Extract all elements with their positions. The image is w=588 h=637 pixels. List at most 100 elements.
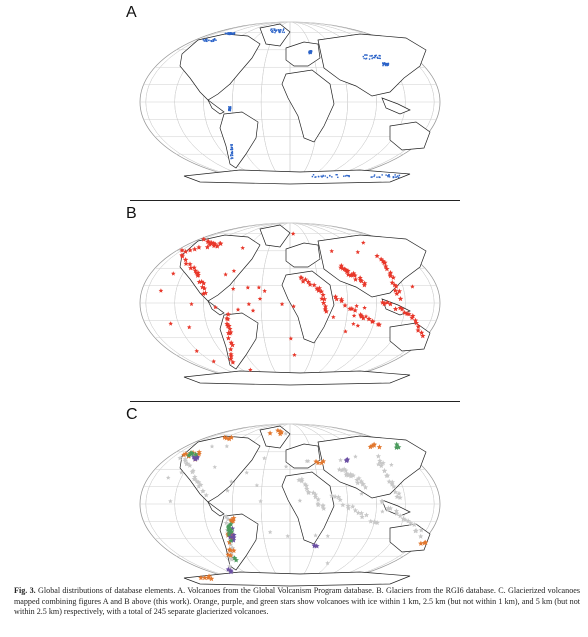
glacierized-volcano-star bbox=[367, 444, 374, 450]
volcano-star bbox=[343, 329, 348, 334]
volcano-star bbox=[316, 285, 322, 291]
volcano-star bbox=[201, 280, 207, 286]
glacier-mark bbox=[374, 55, 376, 58]
glacierized-volcano-star bbox=[192, 451, 199, 457]
glacier-mark bbox=[382, 63, 385, 66]
volcano-star bbox=[226, 323, 232, 329]
glacier-mark bbox=[375, 54, 377, 56]
volcano-star bbox=[352, 307, 358, 313]
continent-antarctica bbox=[183, 169, 411, 185]
volcano-star-grey bbox=[313, 533, 318, 538]
glacier-mark bbox=[232, 33, 234, 35]
continent-south-america bbox=[219, 111, 259, 169]
volcano-star-grey bbox=[336, 466, 343, 472]
glacier-mark bbox=[374, 54, 376, 57]
volcano-star bbox=[352, 276, 359, 282]
continent-central-america bbox=[207, 99, 225, 115]
glacier-mark bbox=[314, 176, 316, 178]
volcano-star-grey bbox=[306, 490, 312, 496]
volcano-star-grey bbox=[397, 513, 403, 519]
glacier-mark bbox=[208, 39, 210, 42]
volcano-star bbox=[363, 314, 369, 319]
volcano-star-grey bbox=[386, 478, 392, 484]
volcano-star-grey bbox=[356, 475, 362, 481]
volcano-star bbox=[298, 275, 305, 281]
volcano-star-grey bbox=[345, 505, 352, 511]
glacier-mark bbox=[343, 175, 345, 177]
glacier-mark bbox=[395, 176, 398, 178]
glacier-mark bbox=[310, 50, 313, 52]
volcano-star bbox=[192, 246, 198, 252]
volcano-star bbox=[387, 271, 393, 277]
volcano-star bbox=[392, 306, 399, 312]
glacierized-volcano-star bbox=[344, 457, 350, 463]
glacier-mark bbox=[382, 62, 384, 65]
volcano-star bbox=[396, 288, 402, 294]
volcano-star bbox=[357, 275, 363, 281]
glacier-mark bbox=[214, 38, 216, 40]
glacier-mark bbox=[230, 151, 233, 154]
volcano-star bbox=[290, 231, 296, 236]
glacierized-volcano-star bbox=[227, 533, 234, 539]
volcano-star bbox=[207, 241, 213, 247]
glacierized-volcano-star bbox=[192, 456, 199, 462]
glacier-mark bbox=[308, 52, 310, 55]
glacier-mark bbox=[386, 64, 388, 67]
glacier-mark bbox=[213, 39, 215, 41]
glacier-mark bbox=[229, 109, 232, 112]
panel-label-c: C bbox=[126, 406, 138, 423]
volcano-star-grey bbox=[378, 463, 384, 469]
glacier-mark bbox=[308, 50, 311, 52]
volcano-star bbox=[231, 268, 237, 273]
volcano-star bbox=[413, 320, 419, 326]
volcano-star bbox=[390, 274, 396, 280]
continent-central-america bbox=[207, 501, 225, 517]
glacier-mark bbox=[277, 29, 280, 31]
volcano-star-grey bbox=[396, 490, 402, 496]
glacier-mark bbox=[398, 174, 401, 177]
glacier-mark bbox=[321, 176, 323, 178]
volcano-star bbox=[307, 281, 313, 287]
glacier-mark bbox=[226, 32, 228, 35]
glacier-mark bbox=[228, 106, 230, 108]
volcano-star-grey bbox=[335, 494, 342, 500]
glacier-mark bbox=[283, 31, 285, 34]
volcano-star-grey bbox=[339, 467, 345, 473]
glacierized-volcano-star bbox=[230, 515, 237, 521]
volcano-star bbox=[300, 278, 306, 284]
map-panel-c bbox=[139, 423, 441, 587]
glacier-layer bbox=[202, 28, 401, 179]
glacier-mark bbox=[335, 174, 337, 176]
glacier-mark bbox=[378, 176, 380, 178]
glacier-mark bbox=[213, 39, 216, 41]
glacier-mark bbox=[329, 174, 331, 177]
glacierized-volcano-star bbox=[369, 443, 375, 449]
volcano-star bbox=[397, 296, 404, 302]
volcano-star-grey bbox=[229, 479, 234, 484]
volcano-star bbox=[383, 263, 389, 269]
volcano-star-grey bbox=[358, 478, 364, 484]
volcano-star bbox=[227, 326, 233, 332]
glacier-mark bbox=[309, 52, 311, 54]
glacier-mark bbox=[384, 63, 387, 65]
volcano-star-grey bbox=[198, 482, 204, 488]
volcano-star bbox=[305, 279, 311, 285]
volcano-star bbox=[384, 299, 391, 305]
volcano-star bbox=[224, 321, 230, 327]
volcano-star bbox=[291, 304, 296, 309]
glacier-mark bbox=[227, 33, 229, 36]
volcano-star bbox=[256, 285, 262, 290]
volcano-star-grey bbox=[389, 481, 395, 487]
volcano-star bbox=[345, 271, 351, 277]
glacier-mark bbox=[275, 29, 277, 32]
volcano-star-grey bbox=[411, 521, 417, 527]
glacier-mark bbox=[274, 29, 276, 31]
volcano-star-grey bbox=[397, 494, 403, 500]
glacier-mark bbox=[202, 39, 205, 41]
glacier-mark bbox=[270, 29, 272, 31]
map-panel-b bbox=[139, 222, 441, 386]
glacier-mark bbox=[310, 52, 312, 55]
glacier-mark bbox=[397, 176, 400, 179]
glacier-mark bbox=[228, 108, 230, 110]
volcano-star bbox=[202, 290, 209, 296]
